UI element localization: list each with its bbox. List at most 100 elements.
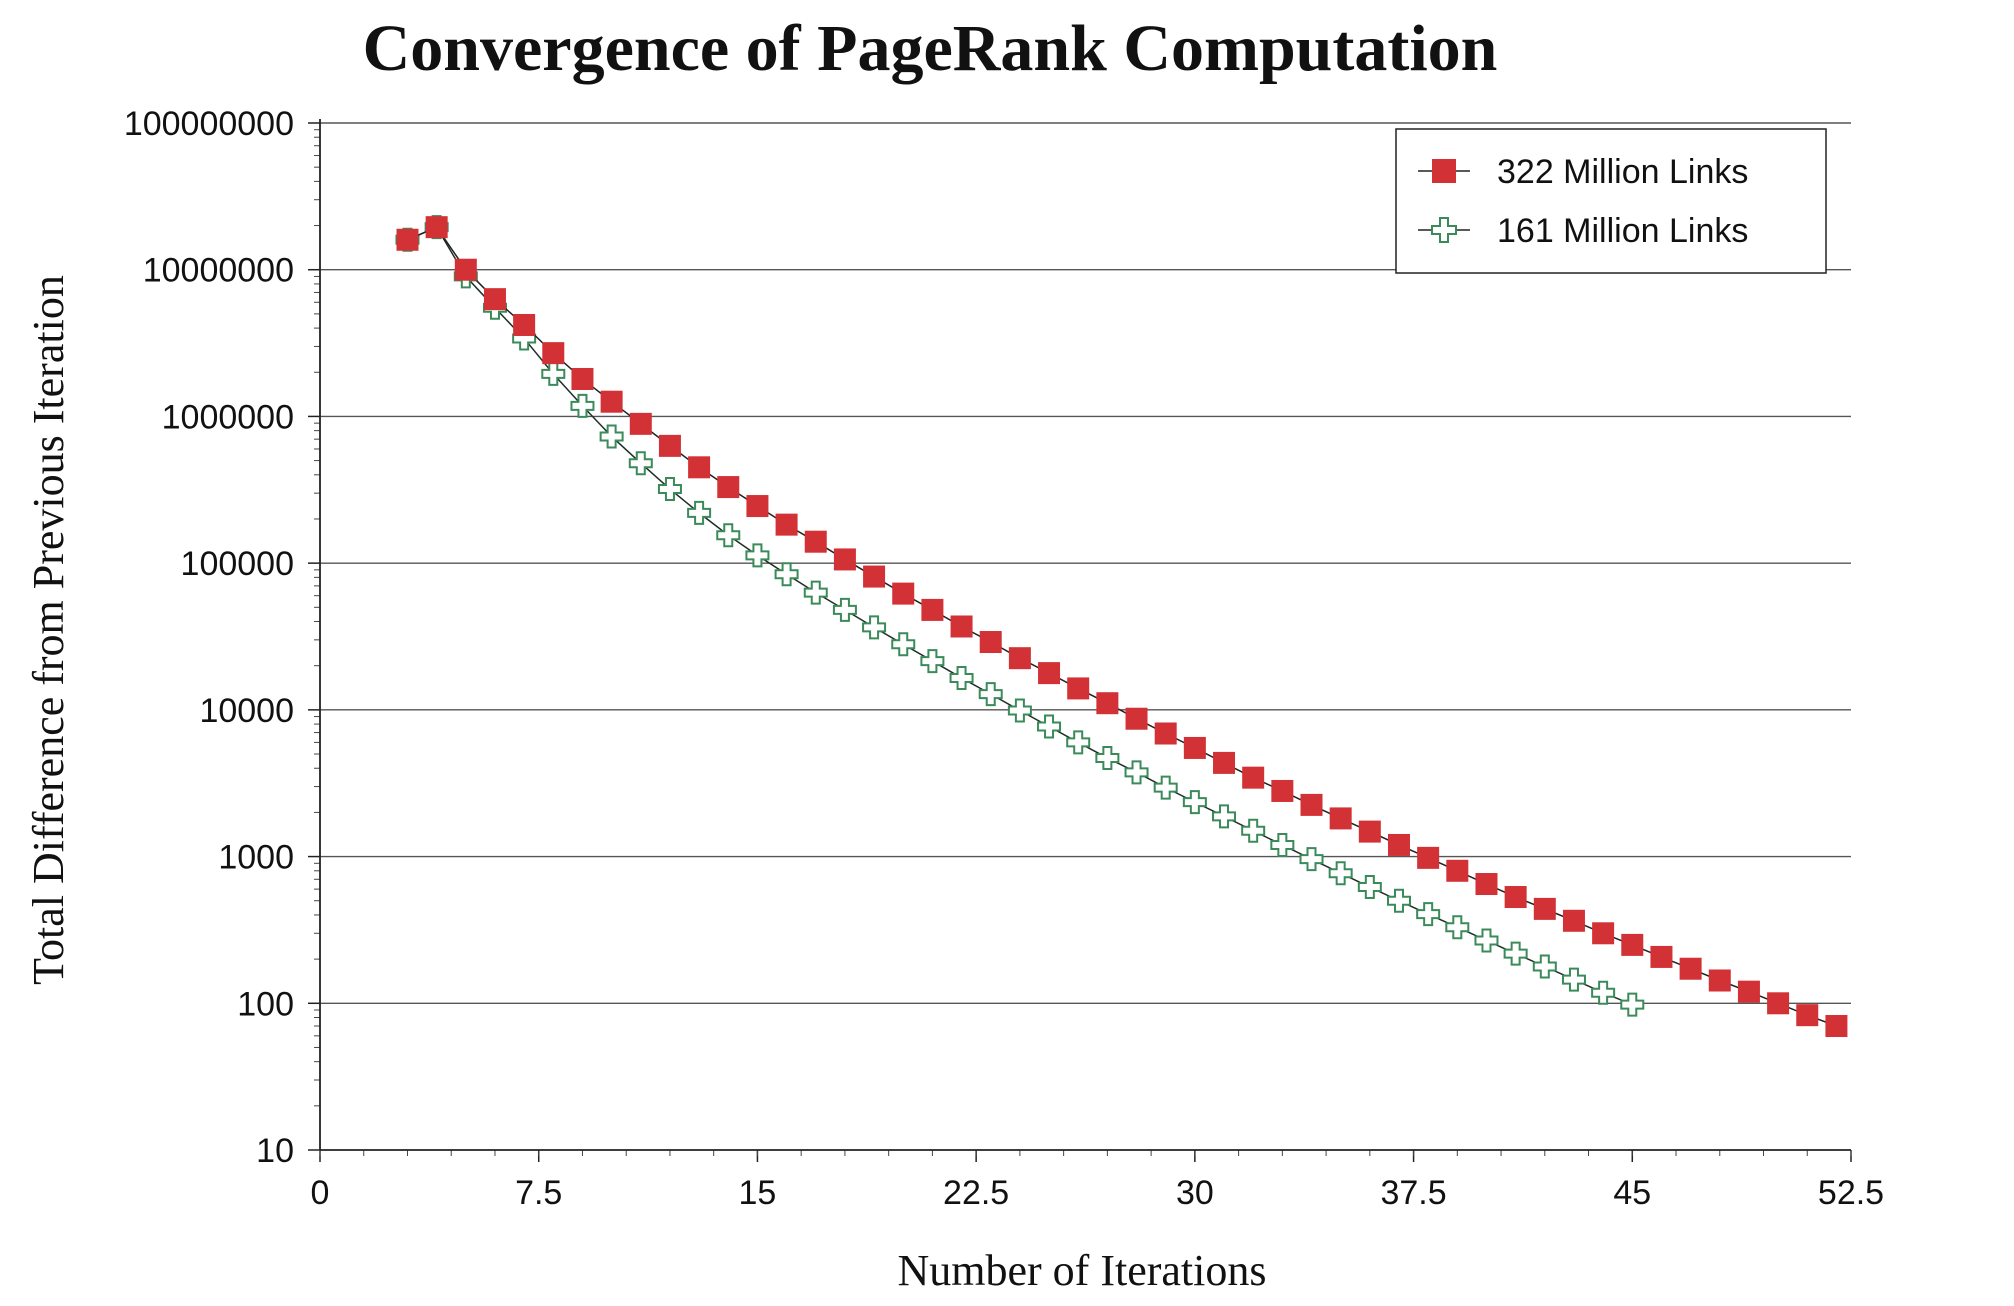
x-axis-title: Number of Iterations [898, 1246, 1267, 1295]
data-point-322-million [1183, 736, 1206, 759]
data-point-161-million [803, 580, 828, 605]
y-tick-label: 10000 [199, 692, 294, 730]
data-point-161-million [1212, 804, 1237, 829]
data-point-322-million [1300, 793, 1323, 816]
data-point-322-million [1533, 897, 1556, 920]
data-point-161-million [1445, 915, 1470, 940]
data-point-322-million [1271, 779, 1294, 802]
axes [308, 119, 1852, 1162]
data-point-161-million [1328, 861, 1353, 886]
data-point-322-million [396, 228, 419, 251]
data-point-322-million [513, 313, 536, 336]
series-line-161-million [407, 226, 1633, 1006]
data-point-322-million [425, 216, 448, 239]
data-point-161-million [1182, 790, 1207, 815]
data-point-322-million [892, 582, 915, 605]
x-tick-label: 22.5 [943, 1174, 1009, 1212]
data-point-322-million [1679, 957, 1702, 980]
data-point-322-million [1737, 980, 1760, 1003]
data-point-322-million [1417, 846, 1440, 869]
data-point-322-million [1329, 807, 1352, 830]
data-point-322-million [717, 476, 740, 499]
data-point-161-million [1153, 775, 1178, 800]
data-point-322-million [629, 412, 652, 435]
y-tick-label: 10 [256, 1132, 294, 1170]
data-point-161-million [716, 523, 741, 548]
data-point-322-million [1708, 969, 1731, 992]
data-point-161-million [1007, 698, 1032, 723]
data-point-322-million [1446, 859, 1469, 882]
legend-entry-322-million: 322 Million Links [1418, 153, 1748, 191]
data-point-322-million [1096, 692, 1119, 715]
y-tick-labels: 10 100 1000 10000 100000 1000000 10000000 10000… [124, 105, 294, 1170]
y-tick-label: 1000 [218, 839, 294, 877]
x-tick-label: 30 [1176, 1174, 1214, 1212]
x-tick-label: 45 [1613, 1174, 1651, 1212]
data-point-161-million [978, 682, 1003, 707]
data-point-322-million [1125, 707, 1148, 730]
data-point-161-million [687, 500, 712, 525]
x-tick-label: 0 [311, 1174, 330, 1212]
data-point-322-million [1038, 662, 1061, 685]
data-point-322-million [1796, 1004, 1819, 1027]
data-point-161-million [1532, 954, 1557, 979]
data-point-161-million [1591, 980, 1616, 1005]
data-point-322-million [863, 565, 886, 588]
data-point-322-million [454, 258, 477, 281]
data-point-322-million [1504, 886, 1527, 909]
data-point-322-million [1067, 677, 1090, 700]
legend-entry-161-million: 161 Million Links [1418, 212, 1748, 250]
legend: 322 Million Links 161 Million Links [1395, 128, 1827, 274]
data-point-322-million [1213, 751, 1236, 774]
data-point-322-million [775, 513, 798, 536]
series-line-322-million [407, 226, 1837, 1027]
data-point-161-million [1066, 730, 1091, 755]
data-point-322-million [688, 456, 711, 479]
data-point-161-million [628, 451, 653, 476]
y-tick-label: 100000 [181, 545, 294, 583]
data-point-161-million [1270, 832, 1295, 857]
y-tick-label: 100 [237, 985, 294, 1023]
data-point-322-million [600, 390, 623, 413]
data-point-161-million [1503, 941, 1528, 966]
data-point-161-million [1095, 745, 1120, 770]
data-point-322-million [1592, 922, 1615, 945]
data-point-322-million [1008, 647, 1031, 670]
data-point-322-million [1650, 945, 1673, 968]
data-point-322-million [1387, 833, 1410, 856]
data-point-322-million [1242, 766, 1265, 789]
data-point-161-million [541, 361, 566, 386]
data-point-161-million [1416, 902, 1441, 927]
y-tick-label: 100000000 [124, 105, 294, 143]
legend-label-161-million: 161 Million Links [1497, 212, 1748, 250]
data-point-161-million [599, 424, 624, 449]
data-point-161-million [1357, 875, 1382, 900]
x-tick-label: 15 [739, 1174, 777, 1212]
data-point-322-million [979, 631, 1002, 654]
data-point-322-million [950, 615, 973, 638]
data-point-322-million [1154, 722, 1177, 745]
data-point-322-million [658, 434, 681, 457]
data-point-161-million [1299, 847, 1324, 872]
data-point-161-million [1386, 888, 1411, 913]
legend-marker-161-million [1431, 217, 1457, 243]
data-point-322-million [1767, 992, 1790, 1015]
x-tick-label: 37.5 [1380, 1174, 1446, 1212]
data-point-161-million [891, 632, 916, 657]
data-point-322-million [571, 367, 594, 390]
data-point-322-million [804, 530, 827, 553]
grid-lines [320, 122, 1851, 1004]
data-point-161-million [774, 562, 799, 587]
data-point-161-million [1474, 928, 1499, 953]
series-layer [395, 215, 1848, 1038]
data-point-322-million [921, 598, 944, 621]
data-point-322-million [1358, 820, 1381, 843]
data-point-161-million [1241, 818, 1266, 843]
data-point-161-million [745, 543, 770, 568]
data-point-322-million [483, 288, 506, 311]
data-point-161-million [657, 477, 682, 502]
data-point-322-million [746, 495, 769, 518]
data-point-322-million [1825, 1015, 1848, 1038]
data-point-161-million [1561, 967, 1586, 992]
